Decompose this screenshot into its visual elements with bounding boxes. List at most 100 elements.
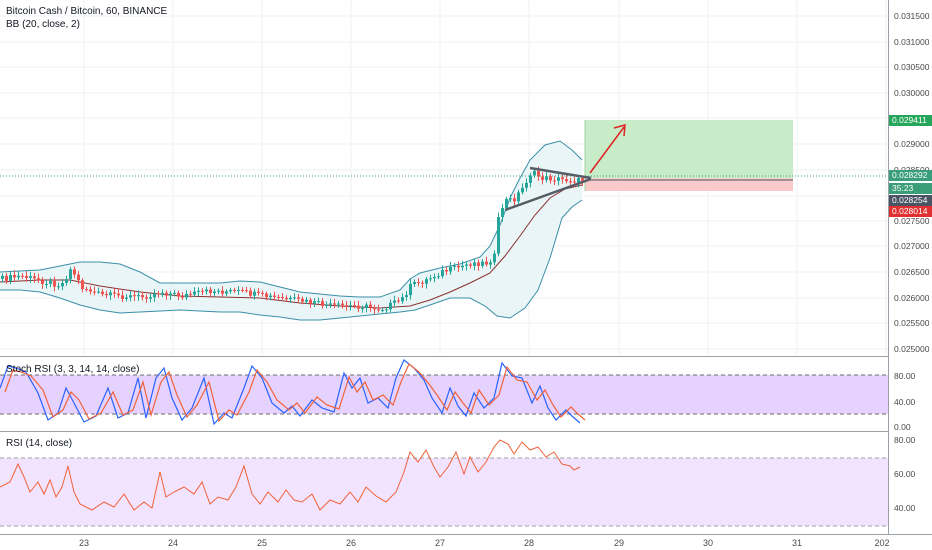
candle-body <box>141 295 144 298</box>
candle-body <box>545 176 548 180</box>
candle-body <box>481 261 484 266</box>
price-tag: 0.028014 <box>889 206 932 217</box>
candle-body <box>573 181 576 183</box>
candle-body <box>269 295 272 298</box>
candle-body <box>225 291 228 294</box>
candle-body <box>405 295 408 298</box>
target-arrow <box>589 126 625 174</box>
candle-body <box>549 176 552 181</box>
candle-body <box>505 198 508 209</box>
candle-body <box>557 177 560 181</box>
candle-body <box>313 301 316 304</box>
candle-body <box>389 302 392 310</box>
candle-body <box>421 282 424 284</box>
candle-body <box>497 217 500 254</box>
candle-body <box>209 289 212 294</box>
candle-body <box>233 289 236 291</box>
candle-body <box>365 304 368 309</box>
candle-body <box>93 291 96 293</box>
candle-body <box>33 276 36 279</box>
candle-body <box>29 276 32 279</box>
pane-divider[interactable] <box>0 431 932 432</box>
candle-body <box>265 293 268 298</box>
trendline-lower <box>504 177 592 212</box>
candle-body <box>325 304 328 306</box>
stoch-tick: 0.00 <box>894 422 911 432</box>
price-tag: 0.028292 <box>889 170 932 181</box>
candle-body <box>241 289 244 291</box>
candle-body <box>253 291 256 296</box>
candle-body <box>261 292 264 294</box>
time-tick: 202 <box>874 538 890 548</box>
candle-body <box>45 283 48 285</box>
candle-body <box>57 286 60 288</box>
bb-indicator-label[interactable]: BB (20, close, 2) <box>6 19 80 30</box>
rsi-tick: 40.00 <box>894 503 916 513</box>
candle-body <box>197 290 200 292</box>
candle-body <box>453 265 456 267</box>
price-tick: 0.030000 <box>894 88 930 98</box>
candle-body <box>521 187 524 193</box>
rsi-chart-svg[interactable] <box>0 432 888 534</box>
rsi-pane[interactable]: RSI (14, close) <box>0 432 888 534</box>
candle-body <box>169 293 172 296</box>
rsi-label[interactable]: RSI (14, close) <box>6 438 73 449</box>
time-tick: 28 <box>523 538 535 548</box>
candle-body <box>77 274 80 281</box>
candle-body <box>401 297 404 302</box>
stoch-tick: 40.00 <box>894 397 916 407</box>
candle-body <box>417 281 420 283</box>
candle-body <box>157 293 160 295</box>
candle-body <box>513 198 516 202</box>
price-tick: 0.027000 <box>894 241 930 251</box>
candle-body <box>393 300 396 303</box>
candle-body <box>461 265 464 268</box>
price-tick: 0.030500 <box>894 62 930 72</box>
candle-body <box>293 297 296 299</box>
candle-body <box>237 289 240 291</box>
stoch-rsi-label[interactable]: Stoch RSI (3, 3, 14, 14, close) <box>6 364 140 375</box>
price-chart-svg[interactable] <box>0 0 888 355</box>
candle-body <box>25 275 28 279</box>
stoch-rsi-chart-svg[interactable] <box>0 358 888 430</box>
candle-body <box>357 305 360 309</box>
candle-body <box>449 266 452 272</box>
candle-body <box>349 305 352 307</box>
time-axis[interactable]: 23 24 25 26 27 28 29 30 31 202 <box>0 535 932 550</box>
rsi-line <box>0 439 581 511</box>
candle-body <box>361 308 364 310</box>
candle-body <box>301 298 304 302</box>
candle-body <box>565 179 568 182</box>
time-tick: 29 <box>613 538 625 548</box>
candle-body <box>377 309 380 311</box>
candle-body <box>153 293 156 298</box>
target-zone <box>585 120 793 178</box>
candle-body <box>385 309 388 311</box>
candle-body <box>409 283 412 296</box>
candle-body <box>173 292 176 294</box>
price-tick: 0.029000 <box>894 139 930 149</box>
candle-body <box>321 301 324 306</box>
stoch-rsi-pane[interactable]: Stoch RSI (3, 3, 14, 14, close) <box>0 358 888 430</box>
candle-body <box>245 290 248 292</box>
candle-body <box>429 278 432 280</box>
candle-body <box>353 305 356 307</box>
candle-body <box>529 175 532 183</box>
candle-body <box>165 292 168 296</box>
price-pane[interactable]: Bitcoin Cash / Bitcoin, 60, BINANCE BB (… <box>0 0 888 355</box>
time-tick: 31 <box>791 538 803 548</box>
candle-body <box>509 198 512 200</box>
candle-body <box>65 279 68 283</box>
candle-body <box>333 303 336 305</box>
candle-body <box>381 310 384 312</box>
stoch-k-line <box>0 359 581 426</box>
target-arrow-head <box>613 123 626 137</box>
candle-body <box>369 304 372 308</box>
candle-body <box>81 280 84 289</box>
price-axis[interactable] <box>888 0 932 534</box>
pane-divider[interactable] <box>0 356 932 357</box>
candle-body <box>69 269 72 280</box>
candle-body <box>477 262 480 266</box>
candle-body <box>541 176 544 180</box>
candle-body <box>445 269 448 272</box>
